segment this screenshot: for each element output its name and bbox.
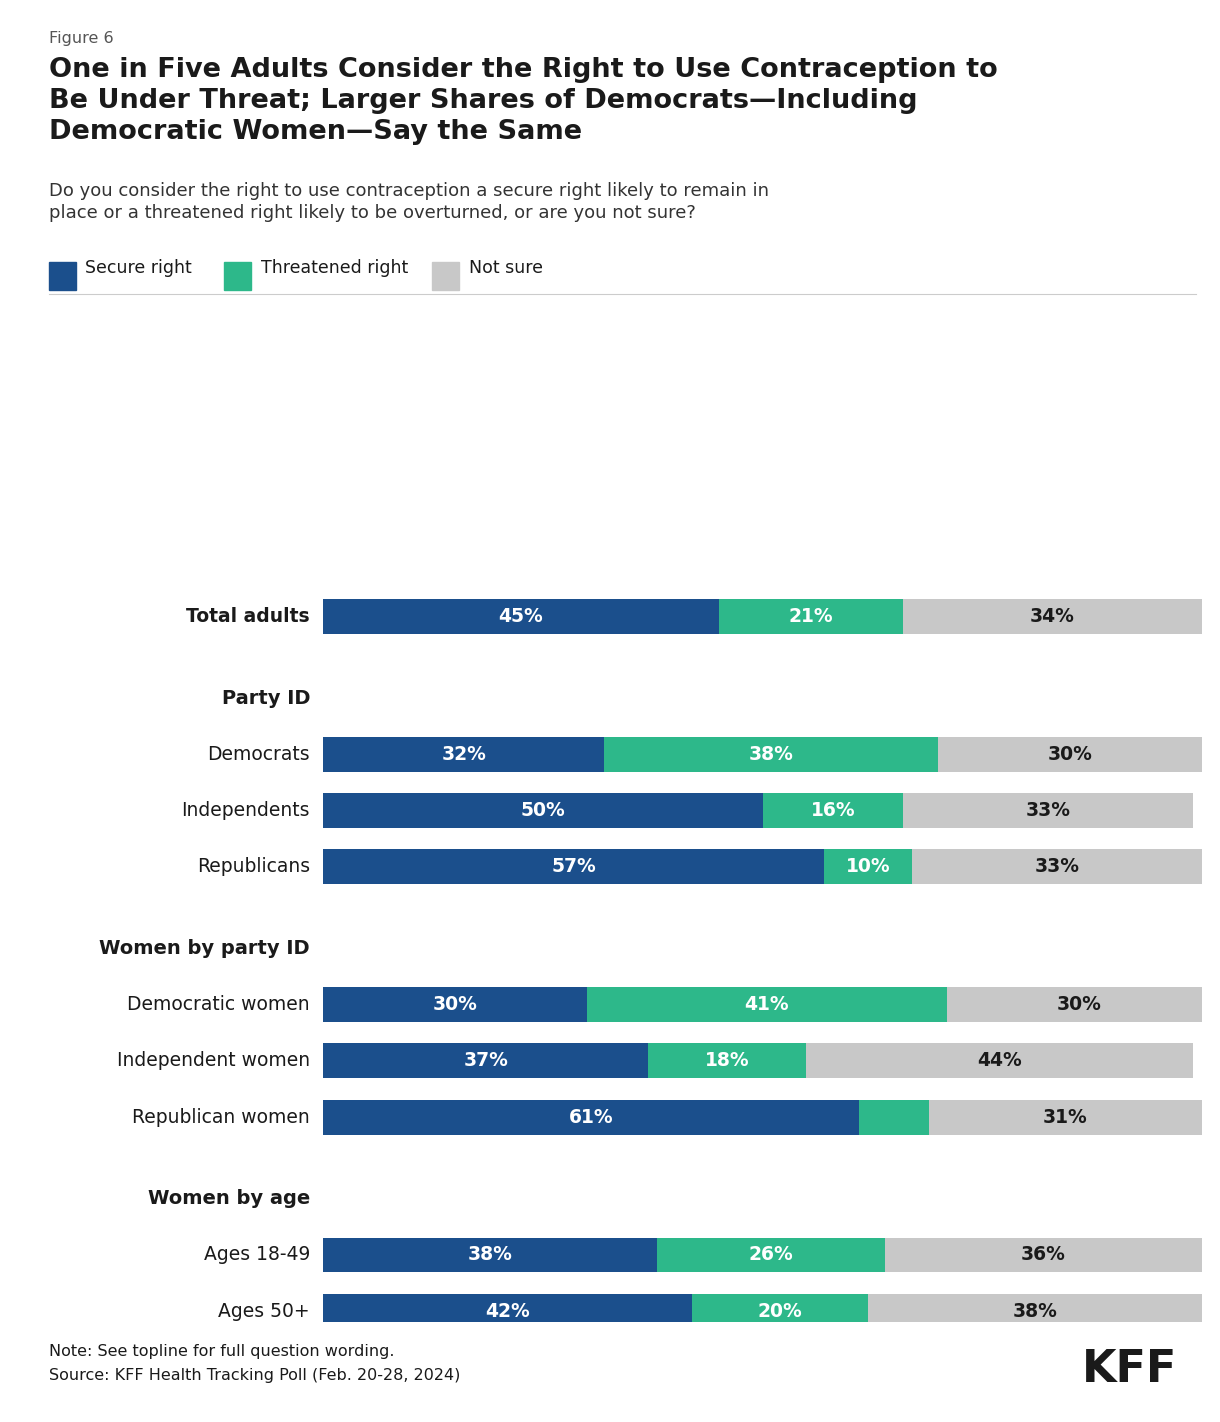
Text: 20%: 20%	[758, 1301, 803, 1321]
Bar	[587, 987, 947, 1022]
Bar	[323, 1237, 658, 1273]
Text: 21%: 21%	[788, 607, 833, 626]
Text: 44%: 44%	[977, 1051, 1022, 1071]
Text: Threatened right: Threatened right	[261, 259, 407, 277]
Bar	[323, 1294, 692, 1328]
Text: 37%: 37%	[464, 1051, 509, 1071]
Text: Source: KFF Health Tracking Poll (Feb. 20-28, 2024): Source: KFF Health Tracking Poll (Feb. 2…	[49, 1368, 460, 1384]
Text: 50%: 50%	[521, 801, 565, 820]
Text: Secure right: Secure right	[85, 259, 193, 277]
Text: One in Five Adults Consider the Right to Use Contraception to
Be Under Threat; L: One in Five Adults Consider the Right to…	[49, 57, 998, 145]
Bar	[938, 737, 1202, 772]
Text: 18%: 18%	[705, 1051, 749, 1071]
Text: Democratic women: Democratic women	[128, 995, 310, 1014]
Text: Independents: Independents	[182, 801, 310, 820]
Bar	[886, 1237, 1202, 1273]
Bar	[903, 793, 1193, 828]
Bar	[648, 1044, 806, 1078]
Bar	[323, 793, 762, 828]
Text: Note: See topline for full question wording.: Note: See topline for full question word…	[49, 1344, 394, 1359]
Bar	[947, 987, 1210, 1022]
Text: 32%: 32%	[442, 745, 487, 764]
Bar	[824, 849, 911, 884]
Text: 38%: 38%	[749, 745, 794, 764]
Text: Do you consider the right to use contraception a secure right likely to remain i: Do you consider the right to use contrac…	[49, 182, 769, 222]
Text: 16%: 16%	[810, 801, 855, 820]
Text: Independent women: Independent women	[117, 1051, 310, 1071]
Text: Ages 50+: Ages 50+	[218, 1301, 310, 1321]
Text: 34%: 34%	[1030, 607, 1075, 626]
Text: Total adults: Total adults	[187, 607, 310, 626]
Text: Women by age: Women by age	[148, 1189, 310, 1209]
Text: Republicans: Republicans	[196, 857, 310, 876]
Text: 38%: 38%	[1013, 1301, 1058, 1321]
Text: 10%: 10%	[845, 857, 891, 876]
Text: 30%: 30%	[433, 995, 477, 1014]
Text: 31%: 31%	[1043, 1108, 1088, 1126]
Text: 30%: 30%	[1048, 745, 1092, 764]
Text: Party ID: Party ID	[222, 688, 310, 708]
Bar	[604, 737, 938, 772]
Text: 33%: 33%	[1035, 857, 1080, 876]
Text: Women by party ID: Women by party ID	[100, 939, 310, 958]
Text: 45%: 45%	[499, 607, 543, 626]
Bar	[323, 599, 719, 634]
Bar	[867, 1294, 1202, 1328]
Text: 61%: 61%	[569, 1108, 614, 1126]
Bar	[323, 1044, 648, 1078]
Text: 36%: 36%	[1021, 1246, 1066, 1264]
Text: 26%: 26%	[749, 1246, 794, 1264]
Text: 42%: 42%	[486, 1301, 531, 1321]
Bar	[930, 1099, 1202, 1135]
Text: 57%: 57%	[551, 857, 597, 876]
Text: 41%: 41%	[744, 995, 789, 1014]
Bar	[323, 987, 587, 1022]
Bar	[692, 1294, 867, 1328]
Bar	[859, 1099, 930, 1135]
Bar	[762, 793, 903, 828]
Text: Not sure: Not sure	[468, 259, 543, 277]
Bar	[911, 849, 1202, 884]
Text: Republican women: Republican women	[133, 1108, 310, 1126]
Text: KFF: KFF	[1082, 1348, 1177, 1391]
Bar	[719, 599, 903, 634]
Bar	[323, 1099, 859, 1135]
Text: 33%: 33%	[1026, 801, 1070, 820]
Bar	[806, 1044, 1193, 1078]
Bar	[658, 1237, 886, 1273]
Bar	[903, 599, 1202, 634]
Text: Ages 18-49: Ages 18-49	[204, 1246, 310, 1264]
Bar	[323, 737, 604, 772]
Text: 30%: 30%	[1057, 995, 1102, 1014]
Text: Democrats: Democrats	[207, 745, 310, 764]
Text: 38%: 38%	[467, 1246, 512, 1264]
Text: Figure 6: Figure 6	[49, 31, 113, 47]
Bar	[323, 849, 824, 884]
